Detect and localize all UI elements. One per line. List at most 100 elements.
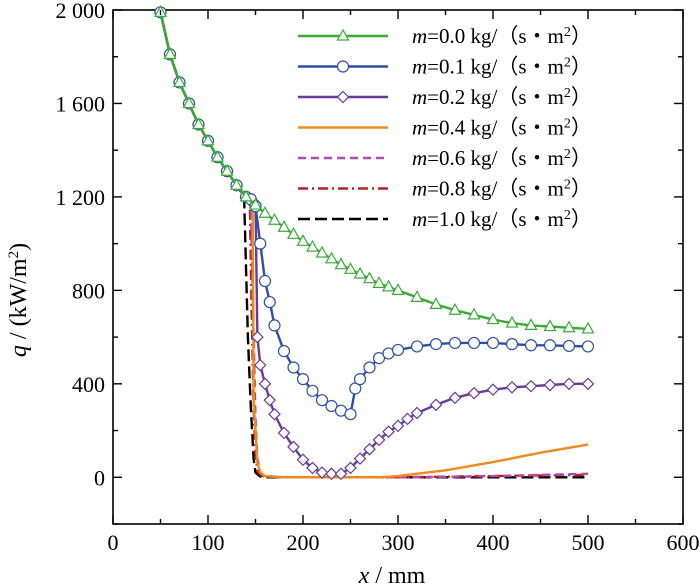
y-tick-label: 0: [94, 465, 105, 490]
data-point: [201, 133, 215, 146]
x-tick-label: 400: [477, 530, 510, 555]
legend-label: m=0.0 kg/（s・m2）: [412, 24, 592, 48]
legend-marker: [336, 60, 350, 73]
data-point: [467, 336, 481, 350]
legend-item: m=0.1 kg/（s・m2）: [298, 55, 592, 79]
plot-frame: [112, 9, 684, 525]
data-point: [448, 336, 462, 350]
data-point: [315, 466, 329, 479]
data-point: [287, 440, 300, 454]
data-point: [277, 426, 291, 440]
series-6: [159, 12, 589, 479]
data-point: [344, 461, 357, 475]
data-point: [391, 283, 405, 295]
legend-label: m=0.2 kg/（s・m2）: [412, 85, 592, 109]
data-point: [505, 380, 519, 394]
data-point: [325, 399, 338, 413]
series-4: [159, 12, 589, 479]
data-point: [353, 373, 367, 386]
data-point: [343, 262, 358, 274]
data-point: [210, 149, 225, 162]
data-point: [344, 408, 357, 421]
data-point: [363, 442, 376, 456]
data-point: [562, 377, 576, 391]
legend-label: m=0.1 kg/（s・m2）: [412, 55, 592, 79]
data-point: [362, 271, 377, 284]
y-axis-title-var: q: [6, 345, 32, 357]
data-point: [429, 297, 443, 309]
data-point: [251, 330, 264, 344]
data-point: [543, 339, 557, 352]
data-point: [505, 315, 519, 328]
legend-item: m=0.4 kg/（s・m2）: [298, 116, 592, 140]
x-axis-title: x / mm: [358, 563, 426, 586]
series-line: [159, 12, 589, 479]
legend-marker: [336, 90, 350, 104]
x-tick-label: 600: [667, 530, 700, 555]
data-point: [543, 319, 557, 332]
y-tick-label: 800: [72, 278, 105, 303]
data-point: [263, 295, 276, 309]
data-point: [296, 234, 310, 246]
data-point: [220, 163, 234, 176]
data-point: [410, 406, 424, 420]
data-point: [268, 319, 281, 332]
data-point: [382, 425, 395, 439]
legend-marker: [336, 28, 350, 41]
data-point: [581, 321, 595, 334]
data-point: [306, 384, 319, 397]
data-point: [486, 312, 500, 325]
series-line: [159, 12, 589, 479]
y-tick-label: 400: [72, 372, 105, 397]
series-layer: [153, 5, 595, 481]
series-line: [159, 12, 589, 479]
data-point: [248, 197, 263, 210]
data-point: [372, 352, 386, 365]
data-point: [524, 379, 538, 393]
x-axis-title-var: x: [358, 563, 370, 586]
x-tick-label: 0: [108, 530, 119, 555]
data-point: [349, 382, 362, 395]
data-point: [253, 358, 267, 372]
data-point: [581, 377, 595, 391]
data-point: [562, 339, 576, 353]
data-point: [429, 398, 443, 412]
data-point: [401, 412, 414, 426]
y-axis-title-unit: / (kW/m: [6, 258, 32, 345]
data-point: [258, 274, 272, 288]
y-axis-title-close: ): [6, 243, 32, 251]
data-point: [324, 251, 339, 264]
x-axis-title-unit: / mm: [369, 563, 425, 586]
data-point: [263, 393, 277, 407]
data-point: [581, 340, 595, 353]
data-point: [163, 47, 177, 59]
legend-item: m=0.8 kg/（s・m2）: [298, 177, 592, 201]
data-point: [524, 318, 538, 331]
data-point: [410, 340, 424, 353]
data-point: [315, 245, 329, 258]
data-point: [182, 96, 196, 109]
data-point: [254, 237, 267, 250]
y-tick-label: 1 600: [56, 91, 106, 116]
data-point: [448, 391, 462, 405]
data-point: [287, 361, 300, 374]
x-tick-label: 500: [572, 530, 605, 555]
data-point: [543, 378, 557, 392]
series-line: [159, 12, 588, 479]
series-5: [159, 12, 589, 479]
x-tick-label: 100: [192, 530, 225, 555]
legend-label: m=0.6 kg/（s・m2）: [412, 146, 592, 170]
data-point: [448, 302, 462, 315]
data-point: [467, 307, 481, 320]
data-point: [562, 320, 576, 333]
data-point: [286, 227, 301, 239]
data-point: [296, 453, 310, 467]
legend-item: m=1.0 kg/（s・m2）: [298, 207, 592, 231]
data-point: [172, 75, 187, 88]
data-point: [410, 290, 424, 302]
data-point: [505, 338, 519, 351]
data-point: [467, 386, 481, 400]
data-point: [486, 336, 500, 350]
data-point: [277, 345, 291, 358]
